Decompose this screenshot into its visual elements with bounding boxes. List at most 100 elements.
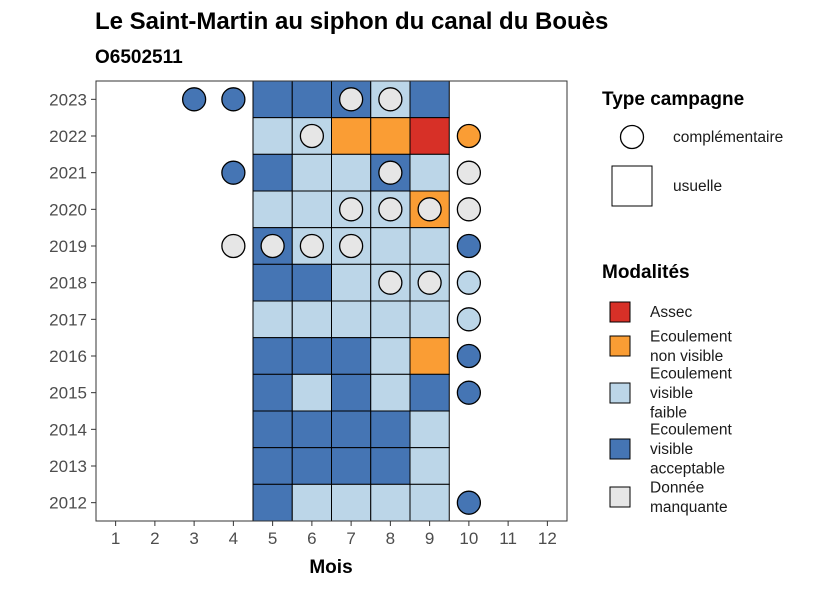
heatmap-cell [370,117,411,155]
x-tick-label: 9 [425,529,434,548]
campaign-point [221,160,246,185]
y-tick-label: 2017 [49,310,87,329]
campaign-point [417,270,442,295]
y-tick-label: 2022 [49,127,87,146]
campaign-point [181,87,207,112]
heatmap-cell [252,337,293,375]
campaign-point [456,307,482,332]
heatmap-cell [291,410,332,449]
legend-color-key [609,301,631,323]
x-tick-label: 3 [189,529,198,548]
legend-type-title: Type campagne [602,89,744,110]
heatmap-cell [331,447,372,485]
campaign-point [456,380,482,405]
heatmap-cell [291,153,332,192]
campaign-point [299,233,325,259]
heatmap-cell [370,373,411,412]
heatmap-cell [291,300,332,339]
campaign-point [378,270,403,295]
legend-color-key [609,486,631,508]
heatmap-cell [331,153,372,192]
campaign-point [456,270,482,295]
heatmap-cell [331,373,372,412]
campaign-point [221,87,246,112]
y-tick-label: 2016 [49,347,87,366]
heatmap-cell [252,153,293,192]
heatmap-cell [252,190,293,229]
campaign-point [456,343,482,369]
legend-modalite-label: Donnée manquante [650,479,728,516]
heatmap-cell [409,80,450,119]
campaign-point [338,233,364,259]
heatmap-cell [252,373,293,412]
y-tick-label: 2013 [49,457,87,476]
legend-type-label: complémentaire [673,129,783,146]
legend-color-key [609,438,631,460]
legend-modalite-label: Ecoulement non visible [650,328,733,365]
y-tick-label: 2019 [49,237,87,256]
x-axis-title: Mois [309,557,352,578]
y-tick-label: 2015 [49,384,87,403]
x-tick-label: 12 [538,529,557,548]
campaign-point [378,197,403,222]
heatmap-cell [331,337,372,375]
heatmap-cell [409,117,450,155]
campaign-point [221,233,246,259]
campaign-point [456,123,482,149]
legend-color-key [609,382,631,404]
y-tick-label: 2023 [49,90,87,109]
campaign-point [417,197,442,222]
heatmap-cell [409,373,450,412]
chart-title: Le Saint-Martin au siphon du canal du Bo… [95,8,608,35]
legend-modalites-title: Modalités [602,262,690,283]
heatmap-cell [370,300,411,339]
heatmap-cell [291,337,332,375]
campaign-point [456,160,482,185]
x-tick-label: 6 [307,529,316,548]
heatmap-cell [252,117,293,155]
heatmap-cell [370,227,411,265]
legend-circle-key [619,124,645,150]
campaign-point [456,197,482,222]
y-tick-label: 2020 [49,200,87,219]
x-tick-label: 11 [499,529,517,548]
heatmap-cell [252,263,293,302]
heatmap-cell [409,410,450,449]
heatmap-cell [291,373,332,412]
x-tick-label: 4 [229,529,238,548]
heatmap-cell [409,300,450,339]
campaign-point [260,233,285,259]
campaign-point [338,197,364,222]
heatmap-cell [252,447,293,485]
heatmap-cell [291,447,332,485]
campaign-point [456,490,482,515]
x-tick-label: 7 [346,529,355,548]
x-tick-label: 2 [150,529,159,548]
heatmap-cell [291,80,332,119]
legend-square-key [611,165,653,207]
campaign-point [456,233,482,259]
y-tick-label: 2018 [49,274,87,293]
plot-area [95,80,568,522]
legend-modalite-label: Ecoulement visible faible [650,366,733,422]
y-tick-label: 2021 [49,164,87,183]
heatmap-cell [409,483,450,522]
y-tick-label: 2012 [49,494,87,513]
heatmap-cell [409,227,450,265]
heatmap-cell [409,153,450,192]
heatmap-cell [370,483,411,522]
legend-type-campagne: Type campagne complémentaire usuelle [602,89,783,207]
heatmap-cell [291,483,332,522]
x-tick-label: 5 [268,529,277,548]
heatmap-cell [252,80,293,119]
heatmap-cell [370,447,411,485]
legend-color-key [609,335,631,357]
x-tick-label: 8 [386,529,395,548]
y-tick-label: 2014 [49,420,87,439]
y-axis: 2012 2013 2014 2015 2016 2017 2018 2019 2020 2021… [49,90,96,513]
heatmap-cell [331,410,372,449]
campaign-point [299,123,325,149]
plot-border [95,80,568,522]
